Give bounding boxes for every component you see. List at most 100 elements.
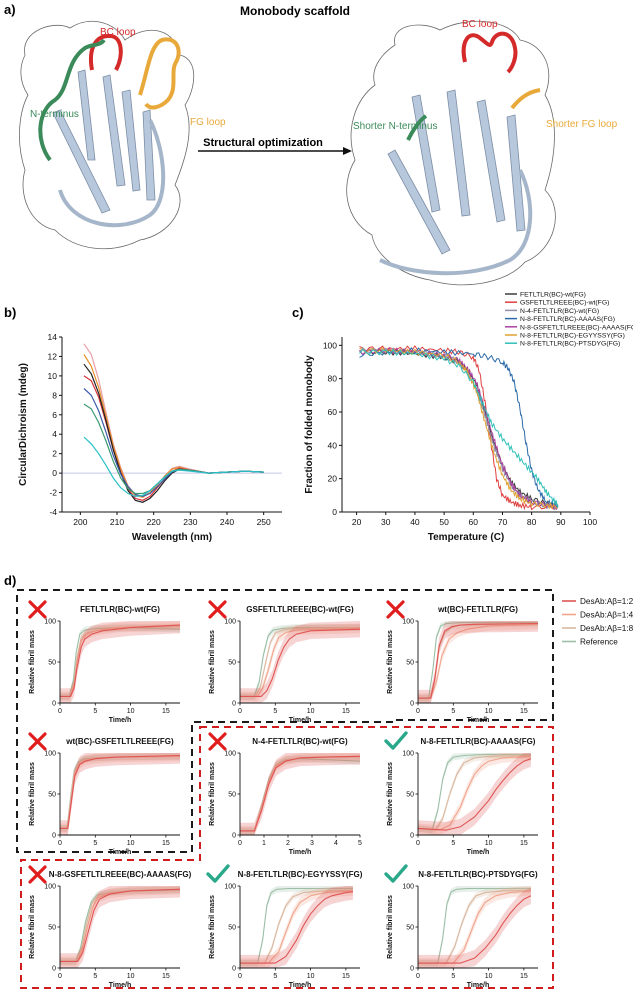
kinetics-chart-7: N-8-GSFETLTLREEE(BC)-AAAAS(FG) 0 5 10 15 0 50 1… xyxy=(28,865,192,989)
panel-d-charts: FETLTLR(BC)-wt(FG)0 5 10 15050100Time/hRela… xyxy=(28,600,539,989)
legend-label: N-8-FETLTLR(BC)-PTSDYG(FG) xyxy=(520,341,620,348)
kinetics-series-line xyxy=(240,889,353,964)
kinetics-series-line xyxy=(60,888,181,962)
melt-series-line-3 xyxy=(359,347,559,511)
cross-mark-icon xyxy=(28,865,47,884)
y-tick-label: 100 xyxy=(402,619,414,626)
x-tick-label: 15 xyxy=(162,840,170,847)
kinetics-series-line xyxy=(417,754,531,831)
left-fg-loop xyxy=(138,37,181,110)
panel-b-label: b) xyxy=(4,305,16,320)
y-tick-label: 50 xyxy=(406,925,414,932)
melt-series-line-2 xyxy=(359,345,559,511)
cross-stroke xyxy=(208,600,227,619)
x-tick-label: 15 xyxy=(342,708,350,715)
x-tick-label: 100 xyxy=(583,517,597,527)
kinetics-error-band xyxy=(60,753,180,835)
right-beta-strand-4 xyxy=(387,149,451,255)
melt-series-line-1 xyxy=(359,348,559,509)
x-tick-label: 250 xyxy=(257,517,271,527)
panel-a-label: a) xyxy=(4,2,16,17)
kinetics-series-line xyxy=(240,887,353,964)
kinetics-series-line xyxy=(60,624,181,697)
kinetics-chart-8: N-8-FETLTLR(BC)-EGYYSSY(FG) 0 5 10 15 0 50 100 T… xyxy=(206,864,363,989)
kinetics-error-band xyxy=(240,886,353,968)
x-axis-title: Temperature (C) xyxy=(428,532,505,543)
kinetics-chart-1: FETLTLR(BC)-wt(FG) 0 5 10 15 0 50 100 Time/h Rela… xyxy=(28,600,181,724)
x-tick-label: 5 xyxy=(273,708,277,715)
y-tick-label: 50 xyxy=(48,925,56,932)
cross-stroke xyxy=(28,732,47,751)
y-axis-title: CircularDichroism (mdeg) xyxy=(18,363,29,486)
y-tick-label: 50 xyxy=(228,792,236,799)
kinetics-error-band xyxy=(240,753,360,835)
kinetics-chart-title: N-8-FETLTLR(BC)-EGYYSSY(FG) xyxy=(238,870,363,879)
kinetics-series-line xyxy=(418,889,531,964)
left-beta-strand-2 xyxy=(102,74,126,187)
left-surface-outline xyxy=(19,20,195,250)
kinetics-chart-title: wt(BC)-GSFETLTLREEE(FG) xyxy=(65,737,174,746)
cross-stroke xyxy=(28,865,47,884)
kinetics-chart-title: GSFETLTLREEE(BC)-wt(FG) xyxy=(246,605,354,614)
right-protein-structure: BC loop Shorter FG loop Shorter N-termin… xyxy=(346,19,618,286)
kinetics-error-band xyxy=(418,886,531,968)
y-tick-label: 12 xyxy=(48,351,58,361)
y-tick-label: 10 xyxy=(48,371,58,381)
legend-label: DesAb:Aβ=1:4 xyxy=(580,611,633,620)
y-tick-label: 0 xyxy=(410,966,414,973)
kinetics-chart-title: N-4-FETLTLR(BC)-wt(FG) xyxy=(252,737,348,746)
y-axis-title: Relative fibril mass xyxy=(387,895,394,959)
x-tick-label: 15 xyxy=(520,840,528,847)
kinetics-error-band xyxy=(418,621,538,702)
chart-c: 20 30 40 50 60 70 80 90 100 0 20 40 60 80 100 Temperatu… xyxy=(304,292,633,544)
kinetics-chart-9: N-8-FETLTLR(BC)-PTSDYG(FG) 0 5 10 15 0 50 100 Ti… xyxy=(384,864,538,989)
x-axis-title: Time/h xyxy=(467,849,489,856)
kinetics-error-band xyxy=(418,621,538,702)
x-tick-label: 5 xyxy=(451,708,455,715)
x-tick-label: 15 xyxy=(520,973,528,980)
x-axis-title: Time/h xyxy=(467,982,489,989)
x-tick-label: 10 xyxy=(307,708,315,715)
right-beta-strand-5 xyxy=(506,114,526,232)
kinetics-error-band xyxy=(418,887,531,968)
y-tick-label: 0 xyxy=(410,833,414,840)
left-beta-strand-3 xyxy=(121,89,141,192)
kinetics-series-line xyxy=(240,628,361,697)
y-tick-label: 50 xyxy=(406,792,414,799)
left-coil xyxy=(58,119,166,228)
panel-d-label: d) xyxy=(4,573,16,588)
x-tick-label: 3 xyxy=(310,840,314,847)
y-tick-label: 0 xyxy=(332,507,337,517)
kinetics-series-line xyxy=(240,627,361,697)
y-axis-title: Relative fibril mass xyxy=(387,762,394,826)
x-tick-label: 15 xyxy=(162,973,170,980)
left-n-terminus-label: N-terminus xyxy=(30,109,79,120)
x-axis-title: Time/h xyxy=(289,849,311,856)
kinetics-chart-title: N-8-FETLTLR(BC)-AAAAS(FG) xyxy=(421,737,536,746)
x-tick-label: 10 xyxy=(485,840,493,847)
x-axis-title: Time/h xyxy=(289,717,311,724)
legend-label: DesAb:Aβ=1:8 xyxy=(580,624,633,633)
x-tick-label: 5 xyxy=(358,840,362,847)
melt-series-line-4 xyxy=(359,347,559,508)
x-tick-label: 210 xyxy=(110,517,124,527)
kinetics-series-line xyxy=(418,622,538,699)
right-n-terminus-label: Shorter N-terminus xyxy=(353,121,437,132)
x-axis-title: Time/h xyxy=(109,982,131,989)
y-tick-label: 80 xyxy=(328,374,338,384)
y-tick-label: 100 xyxy=(323,340,337,350)
x-tick-label: 20 xyxy=(352,517,362,527)
kinetics-chart-3: wt(BC)-FETLTLR(FG) 0 5 10 15 0 50 100 Time/h Rela… xyxy=(386,600,539,724)
legend-label: N-4-FETLTLR(BC)-wt(FG) xyxy=(520,308,599,315)
legend-label: GSFETLTLREEE(BC)-wt(FG) xyxy=(520,300,609,307)
right-coil xyxy=(379,169,533,276)
left-bc-loop-label: BC loop xyxy=(100,27,136,38)
y-tick-label: 0 xyxy=(410,701,414,708)
y-tick-label: 0 xyxy=(52,701,56,708)
x-tick-label: 0 xyxy=(238,973,242,980)
x-tick-label: 0 xyxy=(58,708,62,715)
kinetics-chart-title: N-8-GSFETLTLREEE(BC)-AAAAS(FG) xyxy=(49,870,192,879)
x-axis-title: Time/h xyxy=(109,717,131,724)
x-tick-label: 10 xyxy=(127,708,135,715)
kinetics-chart-6: N-8-FETLTLR(BC)-AAAAS(FG) 0 5 10 15 0 50 100 Tim… xyxy=(384,731,538,856)
